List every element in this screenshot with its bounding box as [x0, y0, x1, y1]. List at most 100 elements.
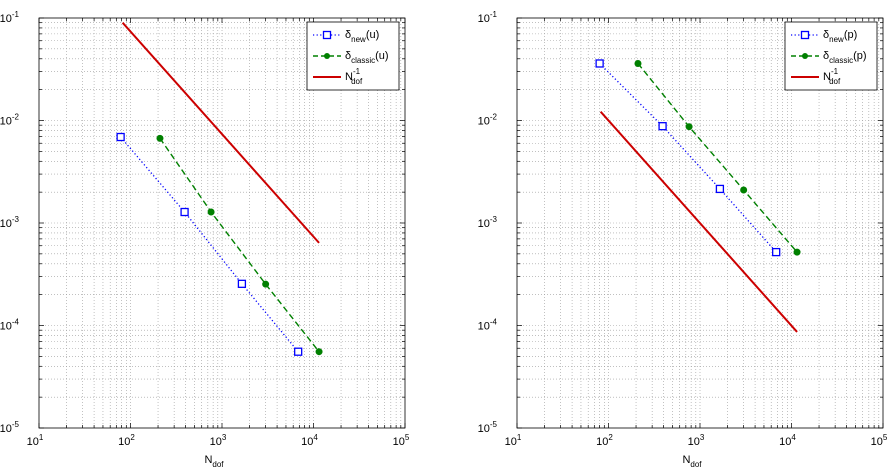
legend-marker-square [322, 30, 332, 40]
legend-label: δclassic(u) [345, 50, 389, 65]
x-tick-label-base: 10 [210, 436, 222, 448]
data-point-square [180, 207, 189, 217]
x-axis-label: Ndof [204, 454, 224, 469]
y-tick-label-base: 10 [0, 423, 12, 435]
y-tick-label-base: 10 [478, 321, 490, 333]
x-axis-label-main: N [204, 454, 212, 466]
y-tick-label-base: 10 [478, 218, 490, 230]
x-tick-label-exponent: 2 [608, 433, 613, 442]
data-point-square [772, 247, 781, 257]
legend-label-main: N [345, 71, 353, 83]
data-point-dot [156, 134, 164, 142]
y-tick-label-exponent: -5 [12, 420, 20, 429]
data-point-square [294, 347, 303, 356]
legend-marker-dot [802, 53, 808, 59]
legend-label-tail: (p) [853, 50, 866, 62]
legend-label: δnew(p) [823, 29, 857, 44]
y-tick-label-base: 10 [0, 321, 12, 333]
legend-label-main: δ [823, 50, 829, 62]
series-2 [156, 134, 323, 356]
x-tick-label: 105 [871, 433, 888, 448]
y-tick-label: 10-5 [478, 420, 498, 435]
x-tick-label: 104 [301, 433, 318, 448]
chart-panel-1: 101 102 103 104 10510-510-410-310-210-1Ndofδ… [0, 10, 410, 469]
series-1 [116, 132, 303, 356]
x-tick-label: 102 [118, 433, 135, 448]
y-tick-label-exponent: -3 [490, 215, 498, 224]
legend-label: N-1 dof [823, 67, 841, 86]
x-tick-label-exponent: 3 [700, 433, 705, 442]
chart-panel-2: 101 102 103 104 10510-510-410-310-210-1Ndofδ… [478, 10, 888, 469]
y-tick-label: 10-1 [0, 10, 20, 25]
x-tick-label-exponent: 2 [130, 433, 135, 442]
legend: δnew(p)δclassic(p)N-1 dof [784, 21, 878, 91]
y-tick-label: 10-4 [478, 318, 498, 333]
x-tick-label-exponent: 3 [222, 433, 227, 442]
data-point-dot [634, 59, 642, 67]
y-tick-label-base: 10 [0, 218, 12, 230]
legend-label-sub: new [351, 35, 366, 44]
x-axis-label: Ndof [682, 454, 702, 469]
series-line [121, 22, 320, 244]
legend-label-sub: dof [351, 77, 363, 86]
data-point-dot [315, 348, 323, 356]
data-point-dot [262, 280, 270, 288]
x-tick-label-base: 10 [871, 436, 883, 448]
legend-label-main: δ [345, 50, 351, 62]
x-axis-label-sub: dof [212, 460, 224, 469]
legend-label-main: N [823, 71, 831, 83]
data-point-square [595, 59, 604, 68]
y-tick-label-exponent: -3 [12, 215, 20, 224]
grid [517, 18, 883, 428]
ticks [38, 17, 406, 429]
y-tick-label: 10-2 [0, 113, 20, 128]
legend-label-sub: classic [829, 56, 853, 65]
x-tick-label: 101 [27, 433, 44, 448]
x-tick-label-base: 10 [688, 436, 700, 448]
legend-label-sub: dof [829, 77, 841, 86]
legend-label-sup: -1 [831, 67, 839, 76]
x-tick-label-exponent: 1 [39, 433, 44, 442]
y-tick-label-base: 10 [0, 116, 12, 128]
legend-label: δnew(u) [345, 29, 379, 44]
legend-label-tail: (p) [844, 29, 857, 41]
series-line [637, 63, 798, 253]
legend-marker-square [800, 30, 810, 40]
series-2 [634, 59, 801, 256]
x-tick-label-exponent: 1 [517, 433, 522, 442]
series-line [159, 137, 320, 353]
y-tick-label-exponent: -4 [12, 318, 20, 327]
x-tick-label-base: 10 [596, 436, 608, 448]
x-axis-label-main: N [682, 454, 690, 466]
y-tick-label-base: 10 [478, 423, 490, 435]
series-3 [599, 110, 798, 333]
x-tick-label-exponent: 4 [791, 433, 796, 442]
y-tick-label-base: 10 [478, 13, 490, 25]
legend-label-tail: (u) [366, 29, 379, 41]
x-tick-label: 104 [779, 433, 796, 448]
x-tick-label-base: 10 [393, 436, 405, 448]
data-point-square [237, 279, 247, 288]
x-tick-label-base: 10 [301, 436, 313, 448]
y-tick-label-exponent: -2 [12, 113, 20, 122]
series-line [120, 136, 299, 353]
series-line [599, 63, 777, 253]
legend-label: N-1 dof [345, 67, 363, 86]
legend-label: δclassic(p) [823, 50, 867, 65]
x-tick-label: 103 [688, 433, 705, 448]
data-point-square [116, 132, 125, 142]
legend-marker-dot [324, 53, 330, 59]
series-1 [595, 59, 781, 257]
y-tick-label-exponent: -1 [490, 10, 498, 19]
y-tick-label-exponent: -2 [490, 113, 498, 122]
x-tick-label-base: 10 [27, 436, 39, 448]
data-point-dot [207, 208, 215, 216]
x-tick-label-exponent: 5 [405, 433, 410, 442]
y-tick-label-base: 10 [0, 13, 12, 25]
legend: δnew(u) δclassic(u) N-1 dof [306, 21, 400, 91]
ticks [516, 17, 884, 429]
legend-box [784, 21, 878, 91]
data-point-square [715, 184, 725, 194]
x-tick-label: 103 [210, 433, 227, 448]
